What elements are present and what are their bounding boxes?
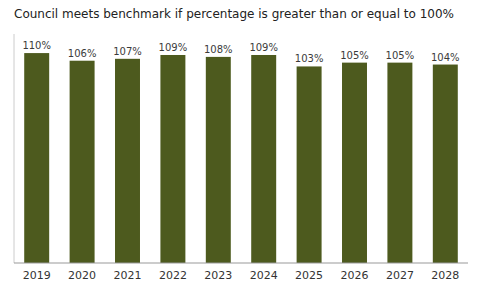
x-tick-label: 2022 [159,269,187,282]
x-tick-label: 2027 [386,269,414,282]
x-tick-label: 2024 [250,269,278,282]
bar [115,59,140,263]
x-tick-label: 2019 [23,269,51,282]
x-tick-label: 2023 [204,269,232,282]
x-tick-label: 2020 [68,269,96,282]
title: Council meets benchmark if percentage is… [14,7,454,21]
data-label: 110% [22,40,51,51]
x-tick-label: 2026 [341,269,369,282]
x-tick-label: 2028 [431,269,459,282]
bar [160,55,185,263]
bar [70,61,95,263]
y-axis-line [14,34,15,263]
data-label: 109% [249,42,278,53]
bars [24,53,458,263]
x-tick-label: 2025 [295,269,323,282]
data-label: 106% [68,48,97,59]
data-label: 105% [340,50,369,61]
bar [24,53,49,263]
chart-container: Council meets benchmark if percentage is… [0,0,480,289]
bar [206,57,231,263]
data-label: 105% [386,50,415,61]
chart-svg: Council meets benchmark if percentage is… [0,0,480,289]
x-tick-label: 2021 [114,269,142,282]
data-label: 109% [159,42,188,53]
bar [433,65,458,263]
data-label: 108% [204,44,233,55]
bar [387,63,412,263]
data-label: 103% [295,53,324,64]
bar [297,66,322,263]
data-label: 107% [113,46,142,57]
bar [251,55,276,263]
data-label: 104% [431,52,460,63]
x-axis-line [14,263,468,264]
bar [342,63,367,263]
